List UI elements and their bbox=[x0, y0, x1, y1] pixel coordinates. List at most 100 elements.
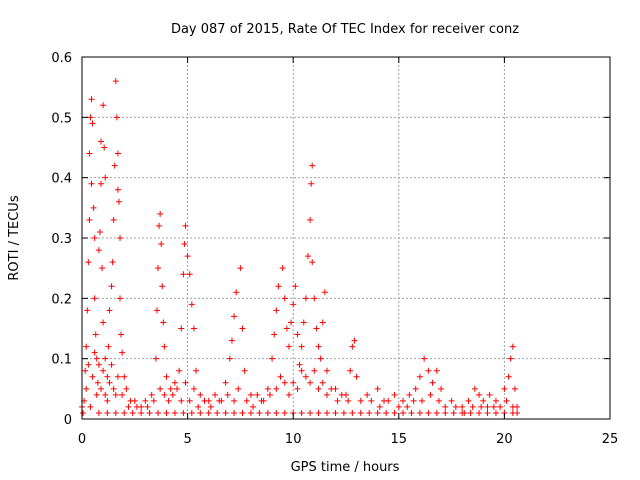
data-point bbox=[281, 409, 288, 416]
data-point bbox=[478, 403, 485, 410]
data-point bbox=[302, 295, 309, 302]
data-point bbox=[163, 373, 170, 380]
data-point bbox=[91, 349, 98, 356]
data-point bbox=[105, 343, 112, 350]
data-point bbox=[106, 379, 113, 386]
data-point bbox=[159, 283, 166, 290]
data-point bbox=[254, 391, 261, 398]
data-point bbox=[319, 319, 326, 326]
data-point bbox=[400, 397, 407, 404]
data-point bbox=[505, 373, 512, 380]
data-point bbox=[171, 409, 178, 416]
data-point bbox=[351, 337, 358, 344]
data-point bbox=[364, 391, 371, 398]
data-point bbox=[315, 385, 322, 392]
data-point bbox=[349, 343, 356, 350]
data-point bbox=[391, 391, 398, 398]
data-point bbox=[88, 96, 95, 103]
y-tick-label: 0.6 bbox=[51, 51, 72, 66]
data-point bbox=[108, 283, 115, 290]
data-point bbox=[119, 349, 126, 356]
data-point bbox=[315, 409, 322, 416]
data-point bbox=[195, 403, 202, 410]
data-point bbox=[353, 373, 360, 380]
data-point bbox=[182, 222, 189, 229]
data-point bbox=[285, 343, 292, 350]
data-point bbox=[294, 385, 301, 392]
data-point bbox=[412, 385, 419, 392]
data-point bbox=[113, 114, 120, 121]
data-point bbox=[425, 409, 432, 416]
data-point bbox=[161, 343, 168, 350]
data-point bbox=[256, 409, 263, 416]
data-point bbox=[433, 409, 440, 416]
data-point bbox=[307, 409, 314, 416]
data-point bbox=[123, 385, 130, 392]
data-point bbox=[345, 397, 352, 404]
data-point bbox=[160, 319, 167, 326]
data-point bbox=[207, 403, 214, 410]
data-point bbox=[184, 253, 191, 260]
data-point bbox=[376, 403, 383, 410]
data-point bbox=[448, 397, 455, 404]
data-point bbox=[201, 397, 208, 404]
data-point bbox=[111, 162, 118, 169]
data-point bbox=[406, 391, 413, 398]
data-point bbox=[307, 216, 314, 223]
data-point bbox=[104, 397, 111, 404]
data-point bbox=[465, 397, 472, 404]
data-point bbox=[157, 210, 164, 217]
data-point bbox=[514, 409, 521, 416]
data-point bbox=[161, 391, 168, 398]
data-point bbox=[118, 331, 125, 338]
data-point bbox=[501, 385, 508, 392]
data-point bbox=[98, 385, 105, 392]
data-point bbox=[408, 409, 415, 416]
data-point bbox=[112, 391, 119, 398]
data-point bbox=[429, 379, 436, 386]
data-point bbox=[239, 409, 246, 416]
data-point bbox=[138, 403, 145, 410]
data-point bbox=[146, 409, 153, 416]
data-point bbox=[131, 397, 138, 404]
data-point bbox=[222, 409, 229, 416]
data-point bbox=[182, 379, 189, 386]
data-point bbox=[459, 403, 466, 410]
data-point bbox=[125, 403, 132, 410]
data-point bbox=[117, 235, 124, 241]
data-point bbox=[410, 397, 417, 404]
data-point bbox=[323, 367, 330, 374]
x-tick-label: 25 bbox=[602, 432, 619, 447]
data-point bbox=[114, 186, 121, 193]
data-point bbox=[85, 361, 92, 368]
grid-lines bbox=[82, 57, 610, 419]
data-point bbox=[400, 409, 407, 416]
x-axis-label: GPS time / hours bbox=[291, 460, 400, 475]
data-point bbox=[205, 409, 212, 416]
data-point bbox=[247, 409, 254, 416]
data-point bbox=[425, 367, 432, 374]
data-point bbox=[357, 409, 364, 416]
data-point bbox=[180, 271, 187, 278]
data-point bbox=[292, 283, 299, 290]
data-point bbox=[231, 409, 238, 416]
data-point bbox=[176, 367, 183, 374]
data-point bbox=[250, 403, 257, 410]
data-point bbox=[193, 367, 200, 374]
data-point bbox=[119, 391, 126, 398]
data-point bbox=[178, 397, 185, 404]
data-point bbox=[153, 307, 160, 314]
data-point bbox=[144, 403, 151, 410]
data-point bbox=[231, 313, 238, 320]
data-point bbox=[174, 385, 181, 392]
data-point bbox=[235, 385, 242, 392]
data-point bbox=[435, 397, 442, 404]
data-point bbox=[188, 409, 195, 416]
data-point bbox=[96, 228, 103, 235]
data-point bbox=[214, 409, 221, 416]
data-point bbox=[178, 325, 185, 332]
data-point bbox=[374, 385, 381, 392]
data-point bbox=[121, 409, 128, 416]
data-point bbox=[243, 397, 250, 404]
data-point bbox=[283, 325, 290, 332]
